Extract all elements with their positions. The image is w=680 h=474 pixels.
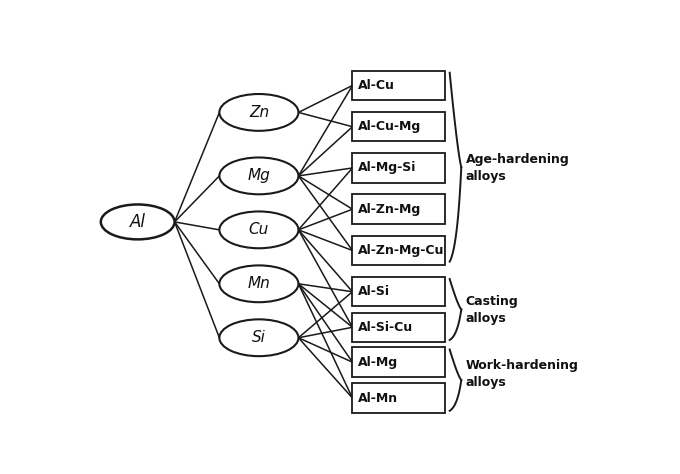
Ellipse shape	[220, 265, 299, 302]
FancyBboxPatch shape	[352, 153, 445, 182]
Text: Mg: Mg	[248, 168, 270, 183]
Text: Al-Cu: Al-Cu	[358, 79, 394, 92]
Text: Al-Cu-Mg: Al-Cu-Mg	[358, 120, 421, 133]
Text: Mn: Mn	[248, 276, 270, 292]
Text: Zn: Zn	[249, 105, 269, 120]
Text: Si: Si	[252, 330, 266, 345]
FancyBboxPatch shape	[352, 194, 445, 224]
FancyBboxPatch shape	[352, 312, 445, 342]
FancyBboxPatch shape	[352, 112, 445, 141]
Text: Work-hardening
alloys: Work-hardening alloys	[466, 359, 579, 389]
Text: Al-Mg-Si: Al-Mg-Si	[358, 162, 416, 174]
FancyBboxPatch shape	[352, 383, 445, 413]
FancyBboxPatch shape	[352, 277, 445, 307]
FancyBboxPatch shape	[352, 347, 445, 377]
Text: Al: Al	[130, 213, 146, 231]
Text: Al-Zn-Mg: Al-Zn-Mg	[358, 203, 421, 216]
FancyBboxPatch shape	[352, 71, 445, 100]
Text: Al-Mg: Al-Mg	[358, 356, 398, 369]
Ellipse shape	[101, 204, 175, 239]
Text: Al-Si: Al-Si	[358, 285, 390, 298]
FancyBboxPatch shape	[352, 236, 445, 265]
Text: Al-Si-Cu: Al-Si-Cu	[358, 321, 413, 334]
Text: Age-hardening
alloys: Age-hardening alloys	[466, 153, 569, 183]
Ellipse shape	[220, 157, 299, 194]
Text: Al-Zn-Mg-Cu: Al-Zn-Mg-Cu	[358, 244, 444, 257]
Text: Cu: Cu	[249, 222, 269, 237]
Ellipse shape	[220, 211, 299, 248]
Ellipse shape	[220, 319, 299, 356]
Text: Al-Mn: Al-Mn	[358, 392, 398, 404]
Ellipse shape	[220, 94, 299, 131]
Text: Casting
alloys: Casting alloys	[466, 294, 518, 325]
